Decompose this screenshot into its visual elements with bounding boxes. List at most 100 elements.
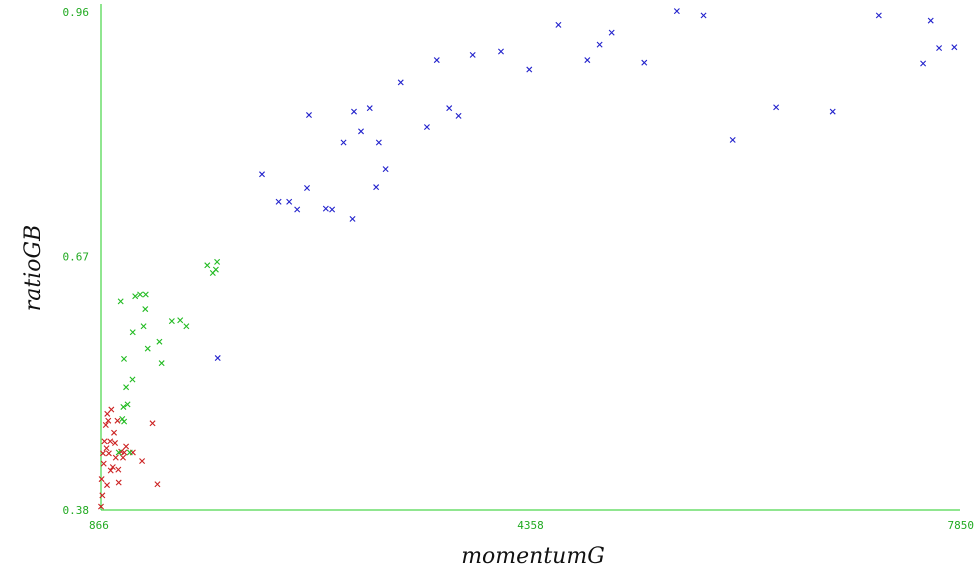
data-point-series-2-12 — [358, 128, 365, 135]
data-point-series-0-4 — [100, 460, 107, 467]
data-point-series-1-25 — [142, 291, 149, 298]
data-point-series-1-18 — [214, 258, 221, 265]
data-point-series-1-11 — [156, 338, 163, 345]
data-point-series-0-6 — [102, 422, 109, 428]
data-point-series-2-18 — [423, 124, 430, 131]
data-point-series-0-14 — [109, 464, 116, 471]
data-point-series-0-29 — [115, 479, 122, 486]
data-point-series-1-22 — [120, 403, 127, 410]
data-point-series-2-2 — [275, 198, 282, 205]
data-point-series-0-9 — [105, 417, 112, 424]
data-point-series-0-10 — [105, 450, 112, 457]
data-point-series-0-22 — [121, 449, 128, 456]
data-point-series-1-7 — [137, 291, 144, 298]
y-tick-label-bottom: 0.38 — [63, 504, 90, 517]
data-point-series-0-13 — [108, 406, 115, 413]
x-axis-title: momentumG — [461, 544, 605, 569]
y-tick-label-middle: 0.67 — [63, 251, 90, 264]
data-point-series-2-16 — [382, 166, 389, 173]
data-point-series-2-35 — [927, 17, 934, 24]
data-point-series-0-25 — [139, 458, 146, 465]
data-point-series-1-17 — [212, 266, 219, 273]
data-point-series-2-22 — [469, 51, 476, 58]
data-point-series-2-33 — [875, 12, 882, 19]
data-point-series-1-23 — [126, 449, 133, 456]
data-point-series-0-1 — [98, 476, 105, 483]
data-point-series-2-38 — [596, 41, 603, 48]
data-point-series-1-3 — [123, 384, 130, 391]
data-point-series-1-19 — [177, 317, 184, 324]
data-point-series-0-16 — [112, 440, 119, 447]
x-tick-label-left: 866 — [89, 519, 109, 532]
data-point-series-2-15 — [375, 139, 382, 146]
data-point-series-1-15 — [204, 262, 211, 269]
data-point-series-2-34 — [920, 60, 927, 67]
data-point-series-0-26 — [149, 420, 156, 427]
data-point-series-2-23 — [497, 48, 504, 55]
data-point-series-0-3 — [99, 450, 106, 457]
data-point-series-2-1 — [259, 171, 265, 178]
data-point-series-1-9 — [142, 306, 149, 313]
data-point-series-2-9 — [340, 139, 347, 146]
data-point-series-0-5 — [101, 438, 108, 445]
data-point-series-0-18 — [114, 417, 121, 424]
data-point-series-2-4 — [294, 206, 301, 213]
data-point-series-1-0 — [117, 298, 124, 305]
data-point-series-0-7 — [103, 445, 110, 452]
data-point-series-2-13 — [366, 105, 373, 112]
data-point-series-1-24 — [115, 449, 122, 456]
data-point-series-2-20 — [446, 105, 453, 112]
data-point-series-2-5 — [304, 185, 311, 192]
data-point-series-2-11 — [351, 108, 357, 115]
data-point-series-0-11 — [107, 438, 114, 445]
data-point-series-0-15 — [111, 429, 118, 436]
y-tick-label-top: 0.96 — [63, 6, 90, 19]
data-point-series-1-10 — [144, 345, 151, 352]
data-point-series-0-17 — [112, 454, 119, 461]
data-point-series-0-23 — [123, 443, 130, 450]
data-point-series-0-21 — [120, 454, 127, 461]
data-point-series-1-2 — [121, 355, 127, 362]
data-point-series-2-7 — [322, 205, 329, 212]
data-point-series-2-6 — [305, 112, 312, 119]
data-point-series-2-37 — [951, 44, 958, 51]
data-point-series-1-21 — [124, 401, 131, 408]
data-point-series-2-21 — [455, 112, 462, 119]
data-point-series-2-36 — [936, 45, 943, 52]
data-point-series-2-32 — [829, 108, 836, 115]
data-point-series-2-29 — [673, 8, 680, 15]
data-point-series-2-30 — [729, 136, 736, 143]
y-axis-title: ratioGB — [21, 225, 46, 312]
x-tick-label-right: 7850 — [948, 519, 975, 532]
data-point-series-2-26 — [584, 57, 591, 64]
data-point-series-2-24 — [526, 66, 533, 73]
data-point-series-2-0 — [214, 355, 221, 362]
data-point-series-1-4 — [129, 376, 136, 383]
data-point-series-1-12 — [158, 360, 165, 367]
data-point-series-2-3 — [286, 198, 293, 205]
data-point-series-1-13 — [168, 318, 175, 325]
data-point-series-2-19 — [433, 57, 440, 64]
data-point-series-2-27 — [608, 29, 615, 36]
data-point-series-2-10 — [349, 215, 356, 222]
data-point-series-2-17 — [397, 79, 404, 86]
data-point-series-0-28 — [104, 482, 111, 489]
scatter-markers — [98, 8, 958, 510]
data-point-series-2-14 — [373, 184, 380, 191]
data-point-series-2-25 — [555, 21, 562, 28]
data-point-series-2-28 — [641, 59, 648, 66]
data-point-series-1-5 — [129, 329, 136, 336]
data-point-series-1-8 — [140, 323, 147, 330]
data-point-series-2-31 — [773, 104, 780, 111]
data-point-series-0-27 — [154, 481, 161, 488]
data-point-series-0-19 — [115, 466, 122, 473]
data-point-series-1-6 — [132, 293, 139, 300]
data-point-series-1-14 — [183, 323, 190, 330]
x-tick-label-middle: 4358 — [517, 519, 544, 532]
data-point-series-0-0 — [98, 503, 104, 510]
data-point-series-0-2 — [99, 492, 106, 499]
data-point-series-1-20 — [121, 418, 128, 425]
data-point-series-2-8 — [329, 206, 336, 213]
data-point-series-2-39 — [700, 12, 707, 19]
